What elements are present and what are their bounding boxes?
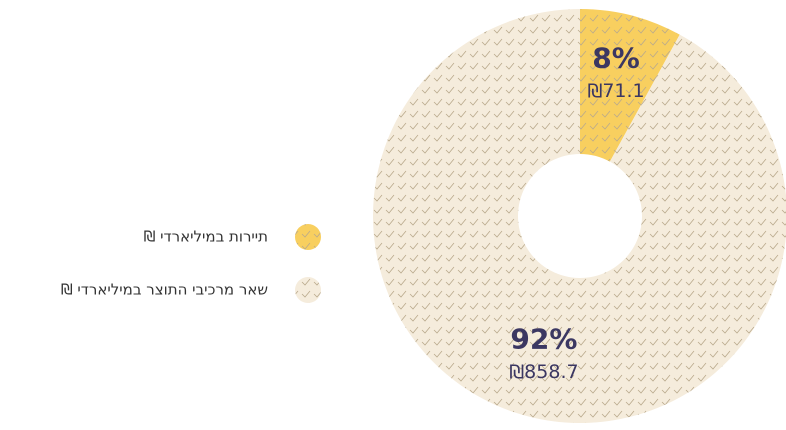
legend-label: תיירות במיליארדי ₪ [144, 228, 268, 246]
wedge-pattern [373, 9, 786, 423]
percent-label: 92% [510, 322, 577, 355]
amount-label: ₪71.1 [587, 80, 644, 102]
wedge-pattern [580, 9, 680, 162]
legend-label: שאר מרכיבי התוצר במיליארדי ₪ [61, 281, 268, 299]
legend-swatch-pattern [295, 277, 321, 303]
percent-label: 8% [592, 42, 640, 75]
legend-swatch-pattern [295, 224, 321, 250]
amount-label: ₪858.7 [509, 361, 578, 383]
